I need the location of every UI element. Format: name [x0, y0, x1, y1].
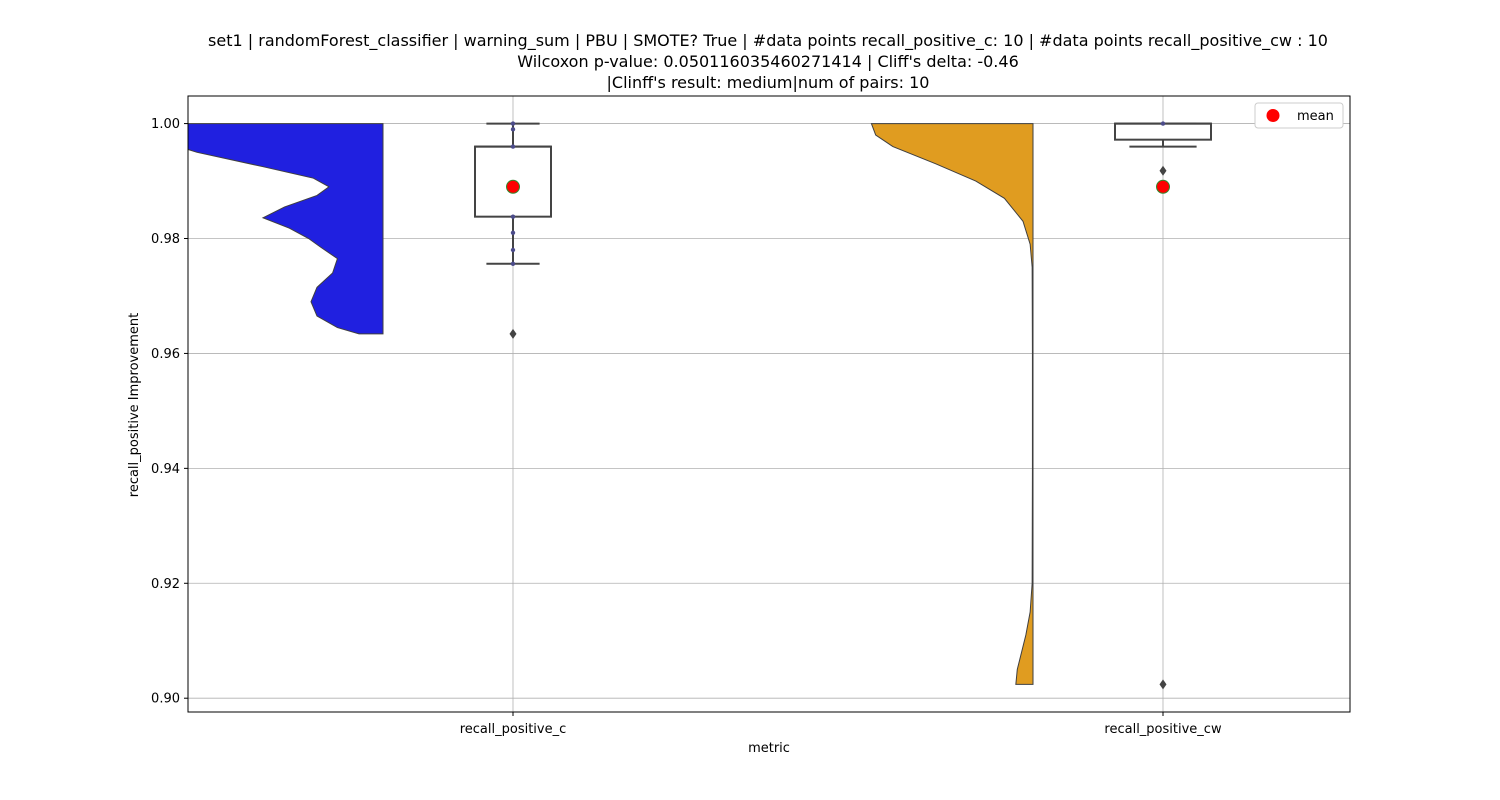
- violin-recall_positive_cw: [870, 123, 1034, 685]
- data-point-recall_positive_c: [510, 261, 516, 266]
- legend-box: [1254, 102, 1344, 129]
- data-point-recall_positive_c: [510, 214, 516, 219]
- title-line-2: Wilcoxon p-value: 0.050116035460271414 |…: [517, 52, 1019, 71]
- outlier-recall_positive_c: [509, 328, 517, 339]
- title-line-3: |Clinff's result: medium|num of pairs: 1…: [607, 73, 930, 92]
- y-tick-label: 0.90: [151, 692, 180, 707]
- data-point-recall_positive_c: [510, 247, 516, 253]
- legend-label: mean: [1297, 109, 1334, 124]
- box-recall_positive_cw: [1114, 122, 1212, 141]
- data-point-recall_positive_c: [510, 127, 516, 132]
- chart-title: set1 | randomForest_classifier | warning…: [208, 31, 1328, 92]
- x-axis-label: metric: [748, 741, 790, 756]
- y-tick-label: 0.92: [151, 577, 180, 592]
- legend-mean-marker: [1266, 109, 1280, 122]
- axes-frame: [187, 95, 1351, 713]
- mean-marker-recall_positive_c: [506, 179, 520, 194]
- x-tick-label: recall_positive_cw: [1104, 722, 1222, 737]
- y-tick-label: 0.96: [151, 347, 180, 362]
- data-point-recall_positive_cw: [1160, 121, 1166, 126]
- data-point-recall_positive_c: [510, 144, 516, 149]
- x-tick-label: recall_positive_c: [460, 722, 567, 737]
- outlier-recall_positive_cw: [1159, 679, 1167, 690]
- y-tick-label: 1.00: [151, 117, 180, 132]
- y-tick-label: 0.94: [151, 462, 180, 477]
- y-axis-label: recall_positive Improvement: [127, 313, 142, 497]
- plot-area: 0.90 0.92 0.94 0.96 0.98 1.00 recall_positive_…: [151, 95, 1351, 737]
- data-point-recall_positive_c: [510, 121, 516, 126]
- violin-recall_positive_c: [188, 123, 384, 335]
- data-point-recall_positive_c: [510, 230, 516, 235]
- outlier-recall_positive_cw: [1159, 165, 1167, 176]
- title-line-1: set1 | randomForest_classifier | warning…: [208, 31, 1328, 51]
- mean-marker-recall_positive_cw: [1156, 179, 1170, 194]
- y-tick-label: 0.98: [151, 232, 180, 247]
